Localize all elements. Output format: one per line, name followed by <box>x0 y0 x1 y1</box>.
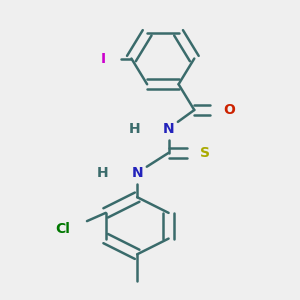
Text: S: S <box>200 146 210 160</box>
Text: I: I <box>100 52 106 65</box>
Text: O: O <box>223 103 235 117</box>
Text: H: H <box>97 166 109 180</box>
Text: Cl: Cl <box>55 222 70 236</box>
Text: N: N <box>163 122 174 136</box>
Text: N: N <box>131 166 143 180</box>
Text: H: H <box>128 122 140 136</box>
